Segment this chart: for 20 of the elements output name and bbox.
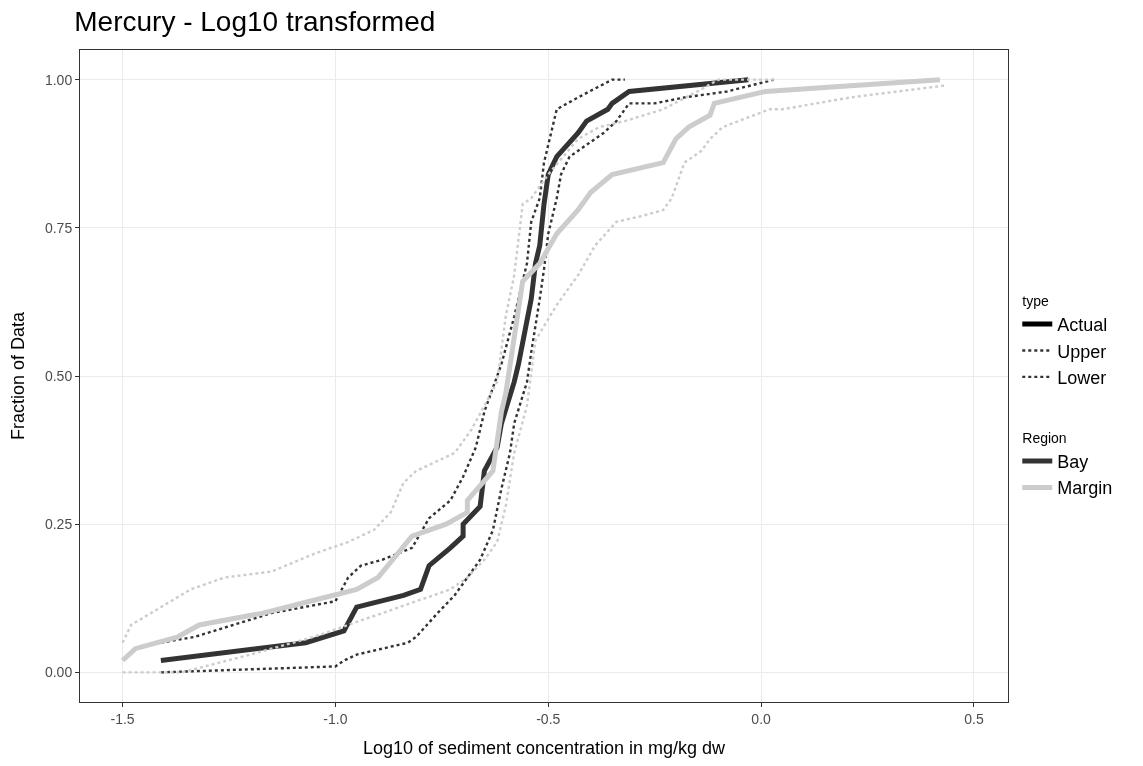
- y-tick-label: 0.25: [44, 516, 73, 533]
- legend-label: Bay: [1057, 452, 1089, 473]
- chart-title: Mercury - Log10 transformed: [74, 6, 436, 38]
- x-tick-label: -0.5: [536, 710, 561, 727]
- text: Region: [1022, 429, 1067, 446]
- x-axis-title: Log10 of sediment concentration in mg/kg dw: [362, 737, 727, 758]
- x-tick-label: 0.0: [751, 710, 772, 727]
- x-tick-label: -1.0: [323, 710, 348, 727]
- text: type: [1022, 292, 1049, 309]
- y-tick-label: 0.50: [44, 367, 73, 384]
- y-tick-label: 0.75: [44, 219, 73, 236]
- text: Actual: [1057, 315, 1108, 336]
- x-tick-label: -1.5: [110, 710, 135, 727]
- legend-label: Lower: [1057, 367, 1107, 388]
- y-tick-label: 1.00: [44, 71, 73, 88]
- y-tick-label: 0.00: [44, 664, 73, 681]
- y-axis-title: Fraction of Data: [8, 310, 29, 441]
- legend-label: Upper: [1057, 341, 1107, 362]
- x-tick-label: 0.5: [964, 710, 984, 727]
- legend-label: Margin: [1057, 478, 1113, 499]
